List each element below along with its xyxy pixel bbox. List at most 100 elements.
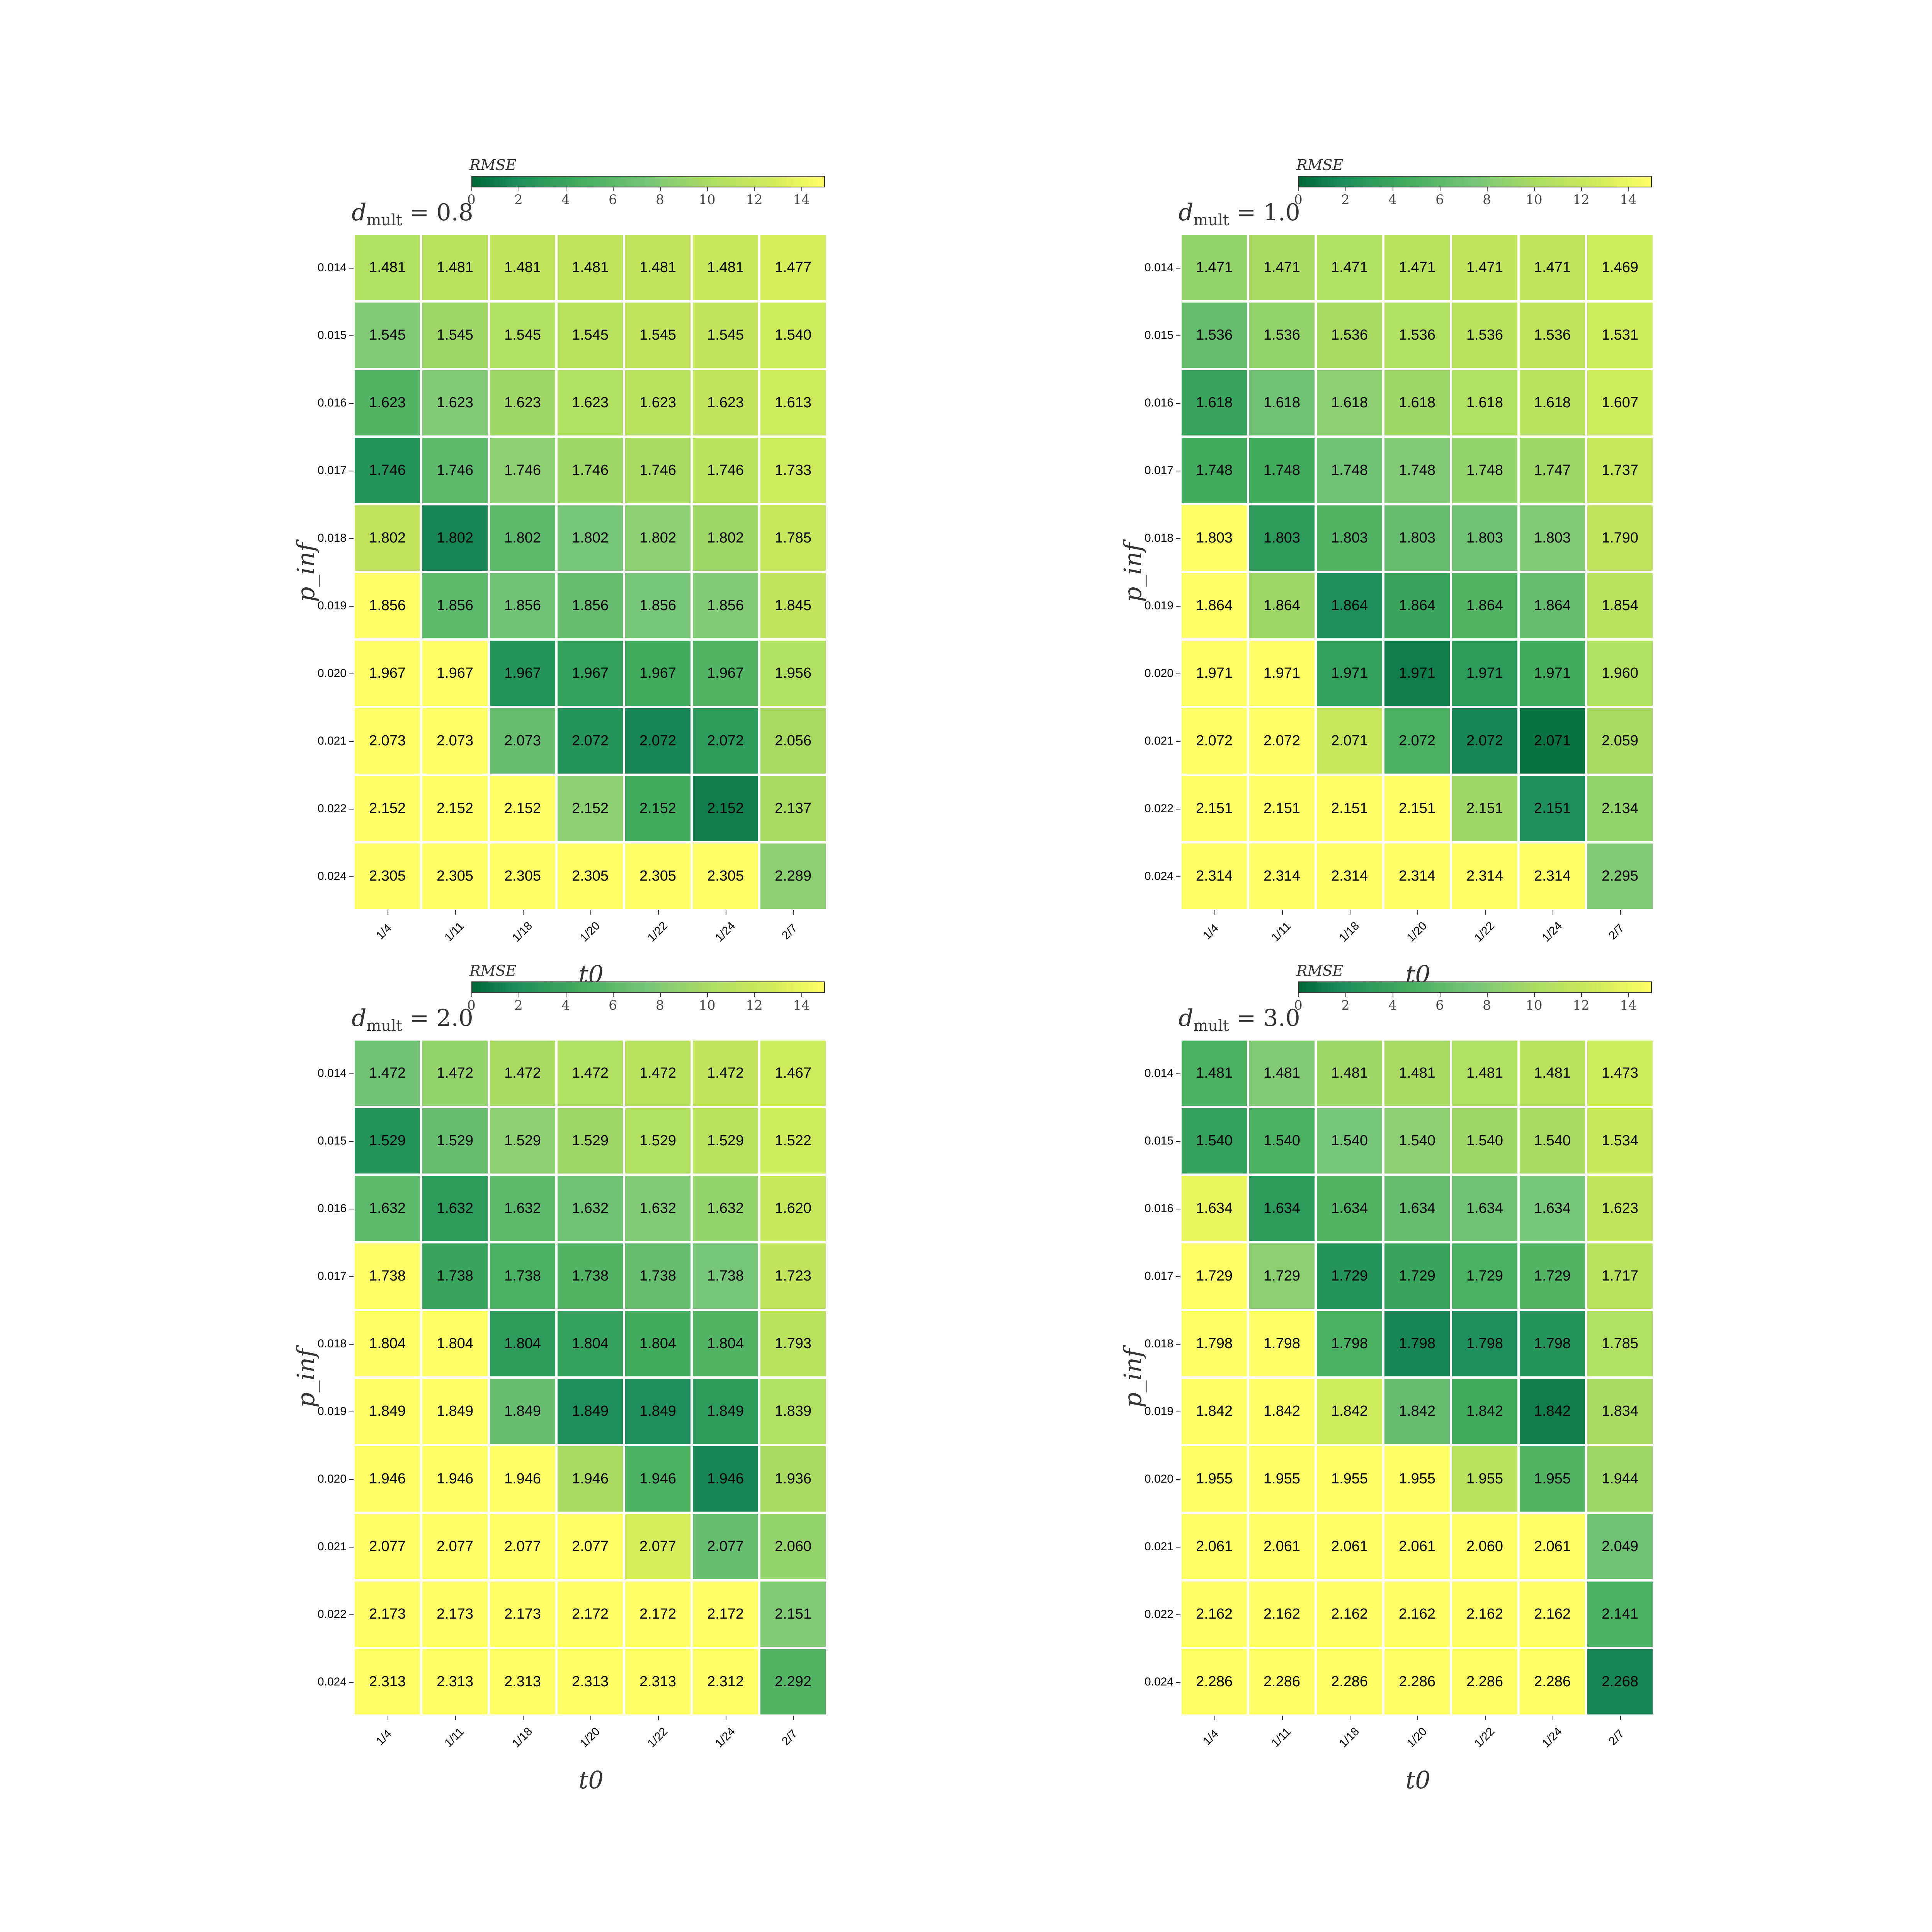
heatmap-cell: 2.077 — [421, 1513, 489, 1580]
heatmap-cell: 2.151 — [1451, 775, 1519, 842]
colorbar-tick-label: 6 — [1435, 192, 1444, 207]
y-tick-label: 0.021 — [1144, 734, 1173, 747]
x-tickmark — [1214, 910, 1215, 915]
y-tick-label: 0.019 — [317, 1405, 347, 1418]
colorbar-tickmark — [707, 187, 708, 191]
heatmap-cell: 1.747 — [1519, 437, 1586, 504]
heatmap-cell: 2.072 — [556, 707, 624, 775]
heatmap-cell: 1.634 — [1248, 1175, 1316, 1242]
heatmap-cell: 2.313 — [421, 1648, 489, 1716]
heatmap-cell: 1.531 — [1586, 301, 1654, 369]
y-tick-label: 0.017 — [1144, 464, 1173, 477]
y-tick-label: 0.017 — [317, 1269, 347, 1282]
heatmap-cell: 2.313 — [624, 1648, 692, 1716]
heatmap-cell: 1.632 — [692, 1175, 759, 1242]
heatmap-cell: 2.162 — [1180, 1580, 1248, 1648]
heatmap-cell: 1.522 — [759, 1107, 827, 1175]
colorbar-tickmark — [613, 993, 614, 997]
x-tickmark — [522, 1716, 524, 1720]
y-tickmark — [349, 1479, 354, 1480]
x-tick-label: 2/7 — [1606, 1727, 1627, 1748]
heatmap-cell: 1.634 — [1180, 1175, 1248, 1242]
heatmap-cell: 2.049 — [1586, 1513, 1654, 1580]
heatmap-cell: 2.295 — [1586, 842, 1654, 910]
heatmap-cell: 1.536 — [1316, 301, 1383, 369]
x-tick-label: 1/20 — [1404, 919, 1429, 944]
heatmap-cell: 1.967 — [421, 639, 489, 707]
heatmap-cell: 1.481 — [1316, 1039, 1383, 1107]
x-tickmark — [658, 910, 659, 915]
heatmap-cell: 1.746 — [489, 437, 556, 504]
y-tickmark — [349, 808, 354, 810]
x-tick-label: 1/11 — [1269, 920, 1293, 944]
x-tick-label: 2/7 — [779, 1727, 800, 1748]
panel-title: dmult = 2.0 — [352, 1005, 473, 1035]
colorbar-tick-label: 14 — [1620, 192, 1637, 207]
heatmap-cell: 2.305 — [421, 842, 489, 910]
heatmap-cell: 1.946 — [556, 1445, 624, 1513]
y-axis-label: p_inf — [1119, 543, 1147, 602]
heatmap-cell: 2.313 — [489, 1648, 556, 1716]
x-tickmark — [1620, 1716, 1621, 1720]
heatmap-cell: 1.864 — [1519, 572, 1586, 639]
y-tick-label: 0.020 — [317, 667, 347, 680]
heatmap-cell: 2.152 — [421, 775, 489, 842]
heatmap-cell: 1.481 — [1451, 1039, 1519, 1107]
x-tick-label: 1/4 — [373, 922, 394, 942]
y-tick-label: 0.018 — [317, 531, 347, 544]
x-tickmark — [522, 910, 524, 915]
x-tick-label: 1/11 — [1269, 1725, 1293, 1750]
heatmap-cell: 2.152 — [354, 775, 421, 842]
colorbar-tick-label: 4 — [561, 998, 570, 1013]
heatmap-cell: 2.077 — [489, 1513, 556, 1580]
heatmap-cell: 1.804 — [354, 1310, 421, 1378]
y-tickmark — [349, 876, 354, 877]
heatmap-cell: 1.803 — [1248, 504, 1316, 572]
heatmap-cell: 2.072 — [692, 707, 759, 775]
heatmap-cell: 2.314 — [1519, 842, 1586, 910]
panel-title-subscript: mult — [366, 1017, 402, 1035]
heatmap-cell: 1.803 — [1519, 504, 1586, 572]
heatmap-cell: 2.056 — [759, 707, 827, 775]
colorbar-tick-label: 12 — [746, 998, 763, 1013]
heatmap-cell: 1.536 — [1451, 301, 1519, 369]
colorbar-tick-label: 8 — [656, 192, 664, 207]
heatmap-cell: 1.623 — [1586, 1175, 1654, 1242]
heatmap-cell: 2.152 — [692, 775, 759, 842]
colorbar-tickmark — [1534, 187, 1535, 191]
panel-title-base: d — [352, 1005, 367, 1032]
heatmap-cell: 1.469 — [1586, 234, 1654, 301]
heatmap-cell: 1.971 — [1248, 639, 1316, 707]
colorbar-tick-label: 4 — [1388, 998, 1397, 1013]
heatmap-cell: 2.162 — [1519, 1580, 1586, 1648]
heatmap-cell: 1.623 — [692, 369, 759, 437]
y-tick-label: 0.015 — [1144, 1134, 1173, 1147]
colorbar-tickmark — [613, 187, 614, 191]
heatmap-cell: 2.292 — [759, 1648, 827, 1716]
y-tick-label: 0.022 — [1144, 802, 1173, 815]
heatmap-cell: 1.729 — [1519, 1242, 1586, 1310]
panel-title: dmult = 1.0 — [1179, 199, 1300, 229]
heatmap-cell: 1.534 — [1586, 1107, 1654, 1175]
y-tickmark — [349, 403, 354, 404]
heatmap-cell: 2.289 — [759, 842, 827, 910]
heatmap-cell: 1.842 — [1316, 1378, 1383, 1445]
colorbar-tickmark — [660, 187, 661, 191]
heatmap-cell: 2.286 — [1383, 1648, 1451, 1716]
heatmap-cell: 2.162 — [1316, 1580, 1383, 1648]
heatmap-cell: 1.748 — [1383, 437, 1451, 504]
heatmap-cell: 1.607 — [1586, 369, 1654, 437]
heatmap-cell: 1.849 — [624, 1378, 692, 1445]
y-tickmark — [349, 1344, 354, 1345]
heatmap-cell: 1.717 — [1586, 1242, 1654, 1310]
heatmap-cell: 2.141 — [1586, 1580, 1654, 1648]
panel-title-value: = 2.0 — [402, 1005, 473, 1032]
heatmap-cell: 1.481 — [1519, 1039, 1586, 1107]
x-tick-label: 1/11 — [442, 1725, 466, 1750]
heatmap-cell: 1.529 — [556, 1107, 624, 1175]
y-tickmark — [1176, 267, 1180, 269]
heatmap-cell: 1.481 — [421, 234, 489, 301]
heatmap-cell: 1.620 — [759, 1175, 827, 1242]
y-tick-label: 0.015 — [1144, 328, 1173, 342]
heatmap-cell: 1.529 — [624, 1107, 692, 1175]
